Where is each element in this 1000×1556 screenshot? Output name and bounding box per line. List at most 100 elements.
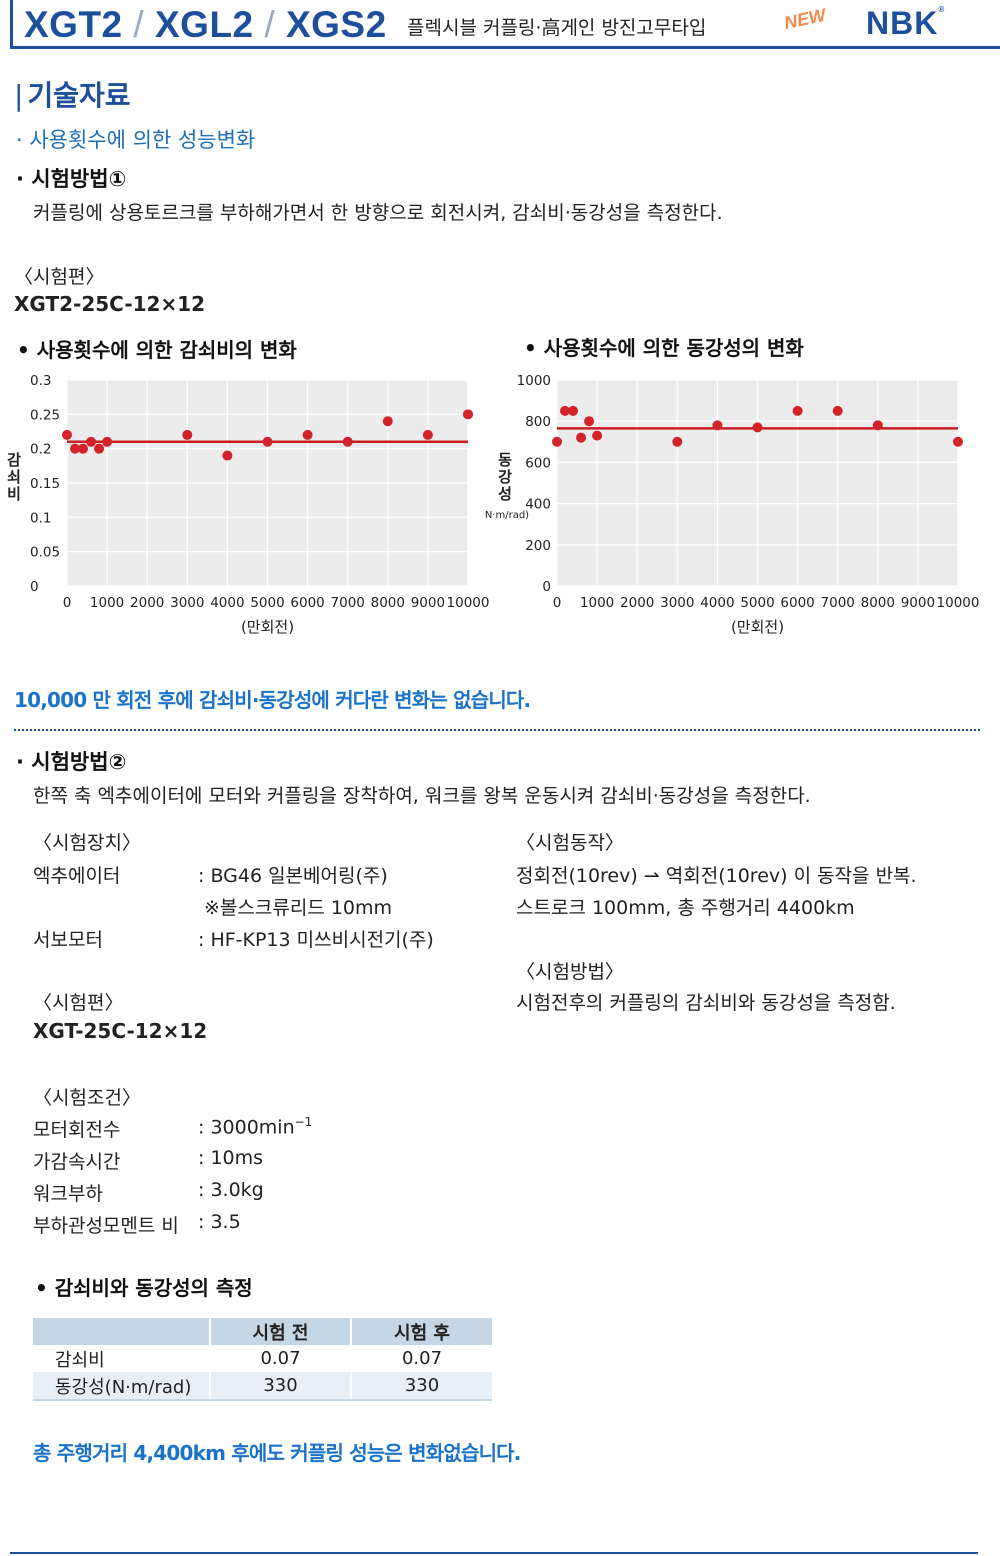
value-after: 330 bbox=[350, 1372, 492, 1401]
data-point bbox=[302, 429, 313, 440]
data-point bbox=[382, 416, 393, 427]
chart2-title: • 사용횟수에 의한 동강성의 변화 bbox=[524, 336, 804, 360]
data-point bbox=[552, 436, 562, 447]
method1-heading: · 시험방법① bbox=[16, 167, 127, 191]
y-tick-label: 1000 bbox=[517, 373, 551, 389]
table-header-cell: 시험 후 bbox=[350, 1318, 492, 1345]
data-point bbox=[576, 432, 587, 443]
device-name: 엑추에이터 bbox=[33, 865, 121, 887]
data-point bbox=[872, 420, 883, 431]
condition-value: : 3.5 bbox=[198, 1211, 241, 1233]
method2-sample-label: 〈시험편〉 bbox=[33, 992, 124, 1014]
table-header-cell: 시험 전 bbox=[209, 1318, 351, 1345]
y-tick-label: 0.1 bbox=[30, 510, 51, 526]
condition-name: 부하관성모멘트 비 bbox=[33, 1215, 179, 1237]
logo-registered-mark: ® bbox=[938, 5, 946, 14]
data-point bbox=[62, 429, 72, 440]
device-name: 서보모터 bbox=[33, 929, 103, 951]
section-title: | 기술자료 bbox=[14, 74, 130, 114]
x-tick-label: 0 bbox=[63, 595, 72, 611]
value-before: 330 bbox=[209, 1372, 351, 1401]
method1-sample-model: XGT2-25C-12×12 bbox=[14, 292, 206, 316]
measurement-table: 시험 전 시험 후 감쇠비 0.07 0.07 동강성(N·m/rad) 330… bbox=[33, 1318, 492, 1401]
damping-ratio-chart: 0 1000 2000 3000 4000 5000 6000 7000 8000 9000 100… bbox=[7, 373, 490, 636]
data-point bbox=[182, 429, 193, 440]
x-tick-label: 7000 bbox=[331, 595, 365, 611]
data-point bbox=[584, 416, 595, 427]
condition-name: 워크부하 bbox=[33, 1183, 103, 1205]
model-separator: / bbox=[133, 4, 145, 45]
model-xgs2: XGS2 bbox=[285, 4, 387, 45]
nbk-logo: NBK® bbox=[866, 5, 945, 42]
device-label: 〈시험장치〉 bbox=[33, 832, 141, 854]
x-tick-label: 1000 bbox=[580, 595, 614, 611]
x-axis-label: (만회전) bbox=[731, 618, 784, 636]
model-xgt2: XGT2 bbox=[24, 4, 123, 45]
row-label: 감쇠비 bbox=[55, 1349, 105, 1371]
operation-label: 〈시험동작〉 bbox=[516, 832, 624, 854]
y-tick-label: 0.15 bbox=[30, 476, 60, 492]
x-tick-label: 4000 bbox=[210, 595, 244, 611]
y-tick-label: 0 bbox=[30, 579, 39, 595]
x-tick-label: 2000 bbox=[620, 595, 654, 611]
method1-sample-label: 〈시험편〉 bbox=[14, 266, 105, 288]
condition-label: 〈시험조건〉 bbox=[33, 1087, 141, 1109]
model-title: XGT2 / XGL2 / XGS2 bbox=[24, 4, 387, 46]
condition-name: 가감속시간 bbox=[33, 1151, 121, 1173]
x-tick-label: 7000 bbox=[821, 595, 855, 611]
model-xgl2: XGL2 bbox=[154, 4, 254, 45]
x-tick-label: 10000 bbox=[447, 595, 490, 611]
data-point bbox=[672, 436, 683, 447]
x-tick-label: 10000 bbox=[937, 595, 980, 611]
x-tick-label: 8000 bbox=[861, 595, 895, 611]
x-tick-label: 0 bbox=[553, 595, 562, 611]
condition-name: 모터회전수 bbox=[33, 1119, 121, 1141]
header-bar bbox=[10, 0, 1000, 49]
condition-value: : 3.0kg bbox=[198, 1179, 264, 1201]
data-point bbox=[592, 430, 603, 441]
data-point bbox=[86, 436, 97, 447]
conclusion-1: 10,000 만 회전 후에 감쇠비·동강성에 커다란 변화는 없습니다. bbox=[14, 688, 531, 712]
y-axis-label-char: 쇠 bbox=[7, 468, 21, 486]
section-title-bar: | bbox=[14, 79, 24, 112]
data-point bbox=[262, 436, 273, 447]
device-note: ※볼스크류리드 10mm bbox=[204, 897, 393, 919]
product-subtitle: 플렉시블 커플링·高게인 방진고무타입 bbox=[407, 17, 707, 39]
x-tick-label: 9000 bbox=[901, 595, 935, 611]
x-tick-label: 4000 bbox=[700, 595, 734, 611]
data-point bbox=[102, 436, 113, 447]
method2-heading: · 시험방법② bbox=[16, 750, 127, 774]
y-tick-label: 0 bbox=[542, 579, 551, 595]
condition-value-text: : 3000min bbox=[198, 1116, 295, 1139]
data-point bbox=[222, 450, 233, 461]
x-axis-label: (만회전) bbox=[241, 618, 294, 636]
data-point bbox=[752, 422, 763, 433]
x-tick-label: 5000 bbox=[740, 595, 774, 611]
x-tick-label: 8000 bbox=[371, 595, 405, 611]
device-value: : HF-KP13 미쓰비시전기(주) bbox=[198, 929, 434, 951]
y-axis-unit: (N·m/rad) bbox=[485, 510, 529, 521]
data-point bbox=[712, 420, 723, 431]
x-tick-label: 1000 bbox=[90, 595, 124, 611]
section-title-text: 기술자료 bbox=[27, 79, 131, 112]
device-value: : BG46 일본베어링(주) bbox=[198, 865, 388, 887]
x-tick-label: 5000 bbox=[250, 595, 284, 611]
y-tick-label: 0.2 bbox=[30, 442, 51, 458]
procedure-text: 시험전후의 커플링의 감쇠비와 동강성을 측정함. bbox=[516, 992, 896, 1014]
x-tick-label: 2000 bbox=[130, 595, 164, 611]
chart1-title: • 사용횟수에 의한 감쇠비의 변화 bbox=[17, 338, 297, 362]
y-tick-label: 200 bbox=[525, 538, 551, 554]
y-tick-label: 0.25 bbox=[30, 407, 60, 423]
x-tick-label: 3000 bbox=[170, 595, 204, 611]
row-label: 동강성(N·m/rad) bbox=[33, 1372, 210, 1401]
y-axis-label-char: 성 bbox=[498, 485, 512, 503]
x-tick-label: 6000 bbox=[290, 595, 324, 611]
data-point bbox=[78, 443, 89, 454]
procedure-label: 〈시험방법〉 bbox=[516, 961, 624, 983]
data-point bbox=[342, 436, 353, 447]
y-axis-label-char: 동 bbox=[498, 451, 512, 469]
data-point bbox=[70, 443, 81, 454]
condition-value: : 3000min−1 bbox=[198, 1115, 312, 1138]
y-tick-label: 800 bbox=[525, 414, 551, 430]
value-before: 0.07 bbox=[209, 1345, 351, 1372]
